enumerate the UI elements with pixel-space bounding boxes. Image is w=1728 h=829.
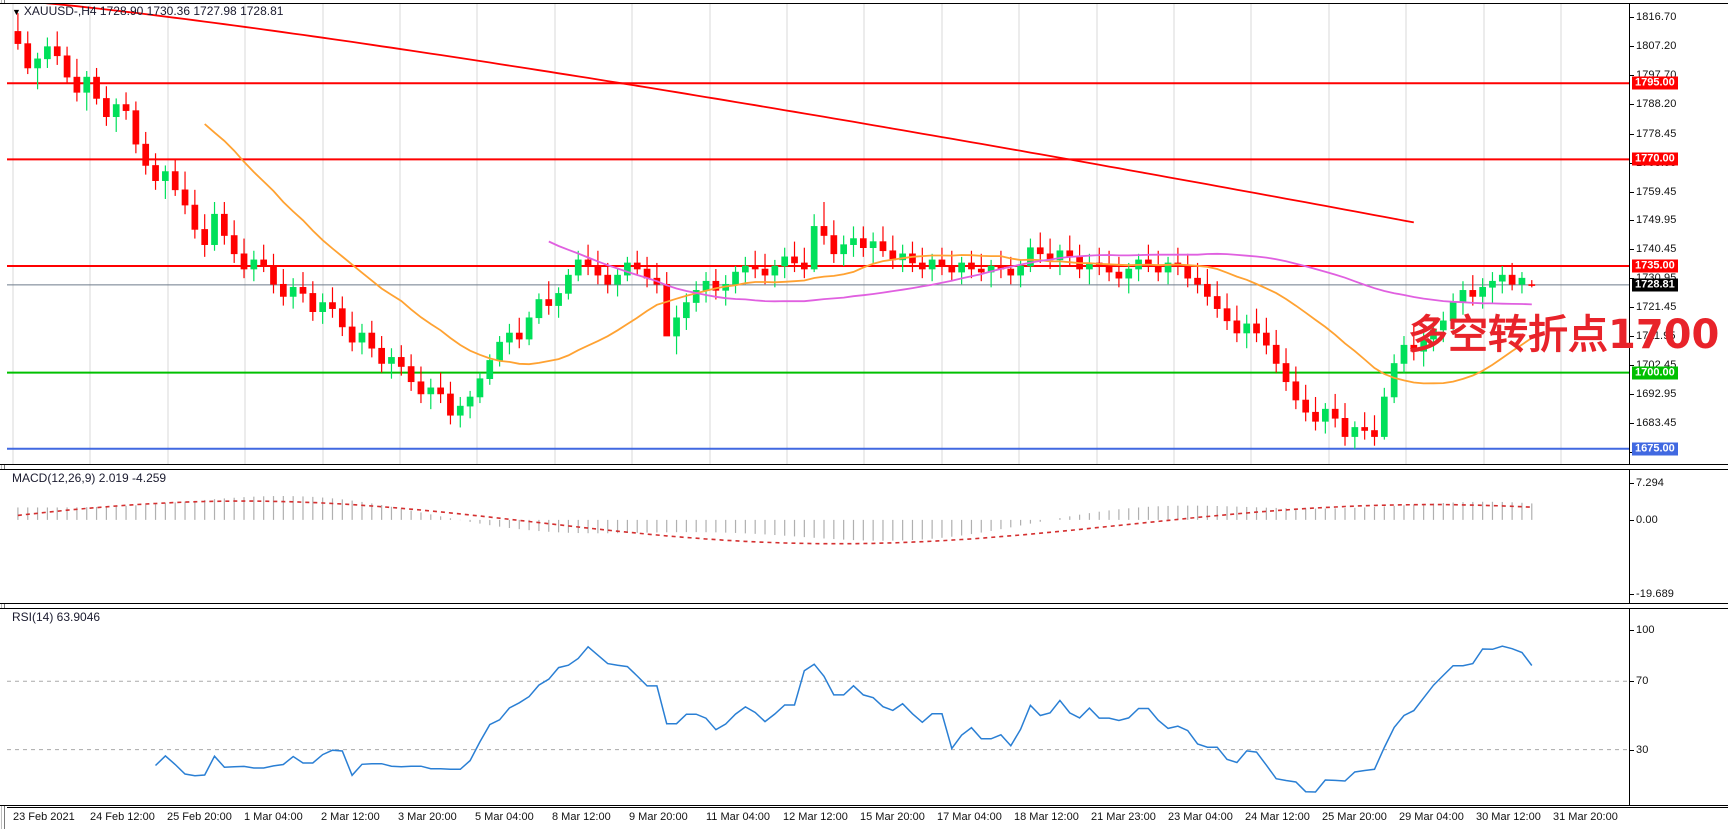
axis-tick [1630, 681, 1634, 683]
axis-tick [1630, 133, 1634, 135]
price-axis-label: 1721.45 [1636, 301, 1677, 314]
macd-plot-area[interactable] [7, 470, 1629, 603]
symbol-ohlc-text: XAUUSD-,H4 1728.90 1730.36 1727.98 1728.… [23, 4, 284, 18]
time-axis-label: 24 Mar 12:00 [1245, 811, 1310, 823]
time-axis-label: 24 Feb 12:00 [90, 811, 155, 823]
time-axis-label: 31 Mar 20:00 [1553, 811, 1618, 823]
price-chart-panel[interactable]: 1816.701807.201797.701788.201778.451768.… [0, 3, 1728, 465]
rsi-axis-label: 70 [1636, 675, 1649, 688]
price-axis-label: 1778.45 [1636, 127, 1677, 140]
time-axis-label: 17 Mar 04:00 [937, 811, 1002, 823]
time-axis-label: 25 Feb 20:00 [167, 811, 232, 823]
rsi-svg [7, 645, 1629, 793]
chart-annotation-text: 多空转折点1700 [1408, 312, 1720, 358]
axis-tick [1630, 483, 1634, 485]
axis-tick [1630, 365, 1634, 367]
macd-axis-label: 7.294 [1636, 477, 1665, 490]
axis-tick [1630, 46, 1634, 48]
rsi-label: RSI(14) 63.9046 [12, 610, 101, 624]
price-axis-label: 1683.45 [1636, 417, 1677, 430]
price-level-tag[interactable]: 1675.00 [1632, 442, 1678, 456]
price-axis-label: 1749.95 [1636, 214, 1677, 227]
price-level-tag[interactable]: 1735.00 [1632, 259, 1678, 273]
time-axis[interactable]: 23 Feb 2021 24 Feb 12:00 25 Feb 20:00 1 Mar… [7, 807, 1728, 829]
macd-svg [17, 496, 1533, 545]
time-axis-label: 9 Mar 20:00 [629, 811, 688, 823]
price-axis-label: 1711.95 [1636, 330, 1676, 343]
time-axis-label: 18 Mar 12:00 [1014, 811, 1079, 823]
time-axis-top-border [7, 807, 1728, 808]
time-axis-label: 5 Mar 04:00 [475, 811, 534, 823]
time-axis-label: 21 Mar 23:00 [1091, 811, 1156, 823]
price-candles-svg [7, 4, 1629, 464]
symbol-label-row[interactable]: ▼ XAUUSD-,H4 1728.90 1730.36 1727.98 1728… [12, 4, 283, 18]
price-axis-label: 1807.20 [1636, 40, 1677, 53]
price-plot-area[interactable] [7, 4, 1629, 464]
axis-tick [1630, 191, 1634, 193]
rsi-plot-area[interactable] [7, 609, 1629, 805]
macd-indicator-panel[interactable]: 7.294 0.00 -19.689 [0, 469, 1728, 604]
axis-tick [1630, 249, 1634, 251]
time-axis-label: 2 Mar 12:00 [321, 811, 380, 823]
macd-axis-label: -19.689 [1636, 587, 1675, 600]
macd-axis-label: 0.00 [1636, 513, 1658, 526]
price-level-tag[interactable]: 1770.00 [1632, 152, 1678, 166]
time-axis-label: 3 Mar 20:00 [398, 811, 457, 823]
price-axis-label: 1759.45 [1636, 185, 1677, 198]
time-axis-label: 12 Mar 12:00 [783, 811, 848, 823]
axis-tick [1630, 17, 1634, 19]
price-axis-label: 1816.70 [1636, 11, 1677, 24]
price-axis[interactable]: 1816.701807.201797.701788.201778.451768.… [1629, 4, 1728, 464]
axis-tick [1630, 519, 1634, 521]
macd-axis[interactable]: 7.294 0.00 -19.689 [1629, 470, 1728, 603]
axis-tick [1630, 629, 1634, 631]
price-level-tag[interactable]: 1700.00 [1632, 366, 1678, 380]
rsi-axis-label: 100 [1636, 623, 1655, 636]
rsi-axis-label: 30 [1636, 743, 1649, 756]
price-axis-label: 1740.45 [1636, 243, 1677, 256]
time-axis-label: 1 Mar 04:00 [244, 811, 303, 823]
axis-tick [1630, 103, 1634, 105]
time-axis-label: 29 Mar 04:00 [1399, 811, 1464, 823]
price-axis-label: 1692.95 [1636, 388, 1677, 401]
time-axis-label: 30 Mar 12:00 [1476, 811, 1541, 823]
price-axis-label: 1788.20 [1636, 97, 1677, 110]
rsi-axis[interactable]: 100 70 30 [1629, 609, 1728, 805]
time-axis-label: 23 Feb 2021 [13, 811, 75, 823]
axis-tick [1630, 74, 1634, 76]
axis-tick [1630, 423, 1634, 425]
time-axis-label: 8 Mar 12:00 [552, 811, 611, 823]
rsi-indicator-panel[interactable]: 100 70 30 [0, 608, 1728, 806]
axis-tick [1630, 593, 1634, 595]
axis-tick [1630, 220, 1634, 222]
axis-tick [1630, 749, 1634, 751]
axis-tick [1630, 336, 1634, 338]
time-axis-label: 23 Mar 04:00 [1168, 811, 1233, 823]
price-level-tag[interactable]: 1728.81 [1632, 278, 1678, 292]
chevron-down-icon[interactable]: ▼ [12, 6, 21, 17]
time-axis-label: 25 Mar 20:00 [1322, 811, 1387, 823]
axis-tick [1630, 394, 1634, 396]
price-level-tag[interactable]: 1795.00 [1632, 76, 1678, 90]
axis-tick [1630, 307, 1634, 309]
time-axis-label: 15 Mar 20:00 [860, 811, 925, 823]
time-axis-label: 11 Mar 04:00 [706, 811, 771, 823]
macd-label: MACD(12,26,9) 2.019 -4.259 [12, 471, 167, 485]
